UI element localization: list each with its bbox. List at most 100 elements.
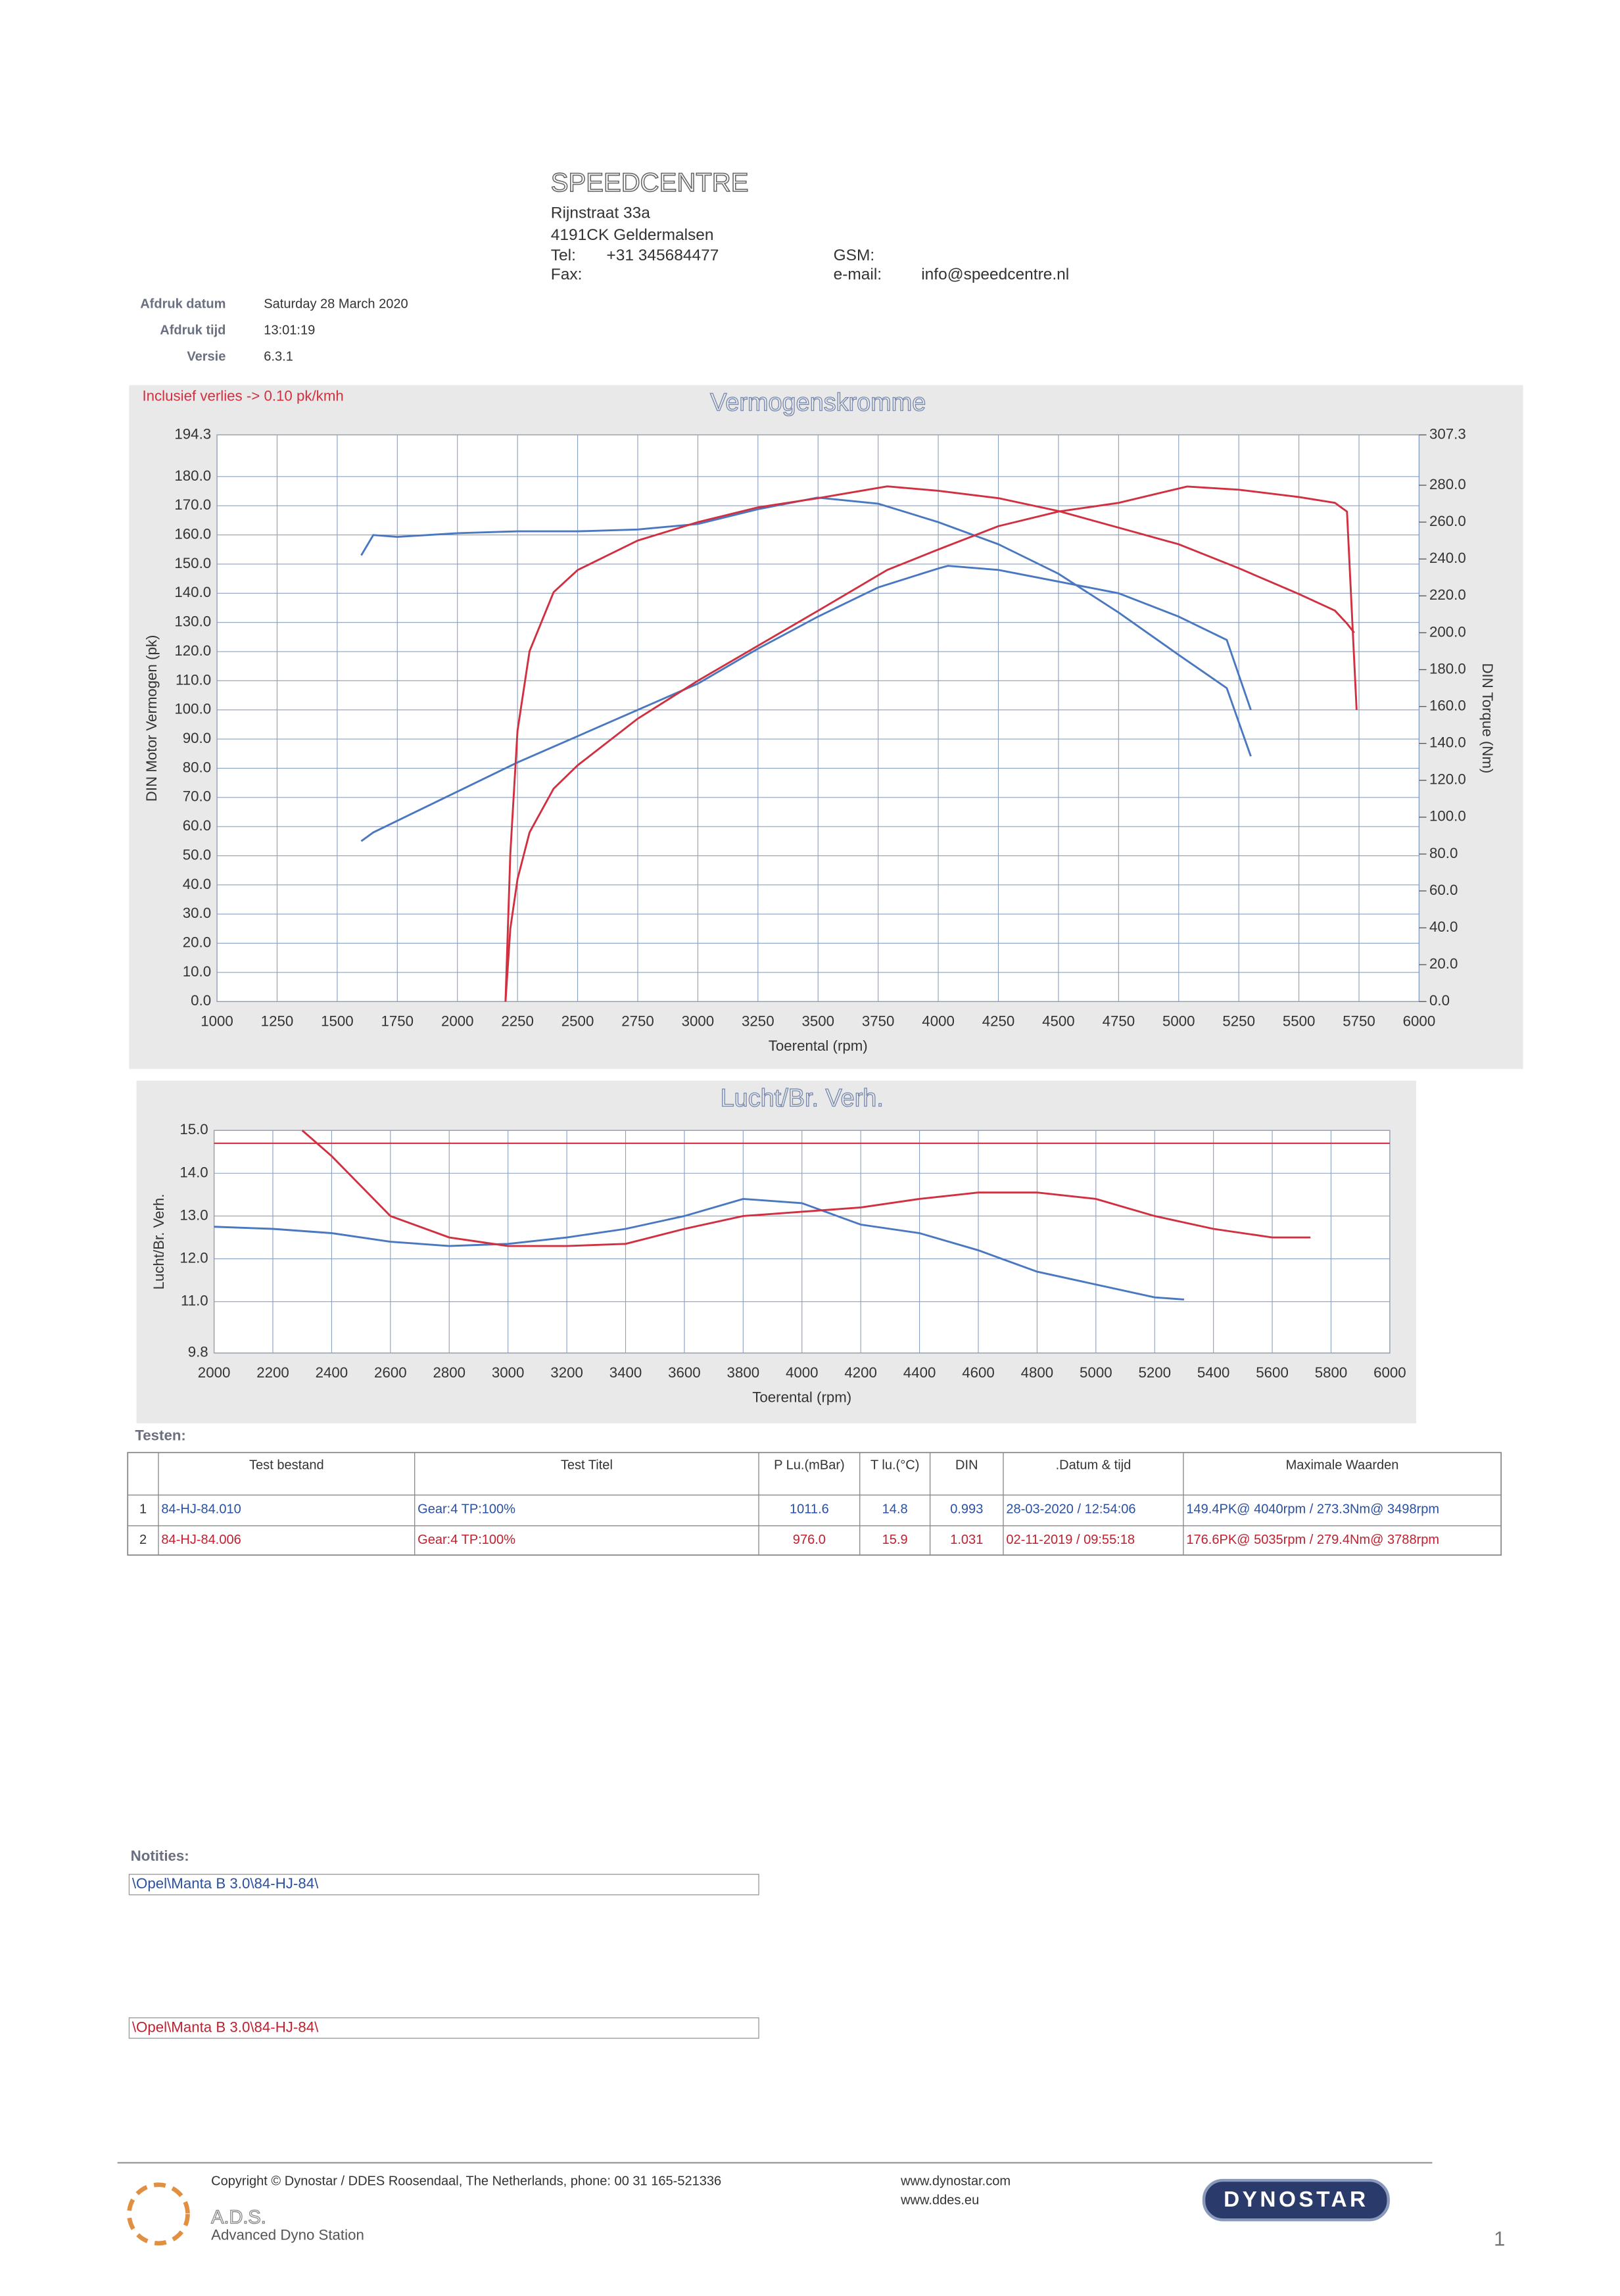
link: www.ddes.eu [900, 2193, 979, 2208]
y-tick-label: 110.0 [176, 671, 211, 688]
table-cell: 84-HJ-84.010 [161, 1502, 241, 1516]
y-tick-label: 100.0 [174, 701, 211, 717]
y-tick-label: 80.0 [183, 759, 211, 775]
email-label: e-mail: [834, 266, 882, 283]
x-tick-label: 1500 [321, 1013, 354, 1029]
y-tick-label: 15.0 [179, 1121, 208, 1137]
note: \Opel\Manta B 3.0\84-HJ-84\ [132, 2019, 319, 2035]
table-cell: Gear:4 TP:100% [417, 1502, 515, 1516]
x-tick-label: 6000 [1403, 1013, 1436, 1029]
x-axis-label: Toerental (rpm) [752, 1389, 851, 1406]
x-tick-label: 5250 [1222, 1013, 1255, 1029]
series-line [504, 485, 1358, 1002]
tel: +31 345684477 [606, 247, 719, 264]
x-tick-label: 3000 [682, 1013, 715, 1029]
table-cell: 28-03-2020 / 12:54:06 [1006, 1502, 1135, 1516]
note: \Opel\Manta B 3.0\84-HJ-84\ [132, 1875, 319, 1892]
x-tick-label: 2000 [441, 1013, 474, 1029]
table-cell: 14.8 [882, 1502, 908, 1516]
y-tick-label: 13.0 [179, 1207, 208, 1223]
x-tick-label: 4000 [786, 1364, 819, 1381]
x-axis-label: Toerental (rpm) [769, 1038, 868, 1054]
page-number: 1 [1494, 2228, 1505, 2251]
y2-tick-label: 140.0 [1429, 734, 1466, 751]
x-tick-label: 5200 [1138, 1364, 1171, 1381]
y2-tick-label: 60.0 [1429, 882, 1458, 898]
y-tick-label: 40.0 [183, 876, 211, 892]
y-tick-label: 11.0 [181, 1293, 208, 1309]
note-box [128, 1873, 759, 1896]
x-tick-label: 4750 [1103, 1013, 1135, 1029]
y2-tick-label: 180.0 [1429, 660, 1466, 677]
y2-tick-label: 100.0 [1429, 808, 1466, 825]
y-tick-label: 170.0 [174, 496, 211, 513]
series-line [360, 565, 1252, 842]
tel-label: Tel: [551, 247, 576, 264]
y-tick-label: 160.0 [174, 525, 211, 542]
y-axis-label: Lucht/Br. Verh. [151, 1193, 167, 1289]
annotation: Inclusief verlies -> 0.10 pk/kmh [142, 387, 343, 404]
table-cell: 976.0 [793, 1533, 826, 1547]
x-tick-label: 1000 [201, 1013, 233, 1029]
x-tick-label: 5500 [1283, 1013, 1316, 1029]
y-tick-label: 9.8 [188, 1344, 208, 1360]
x-tick-label: 3800 [727, 1364, 760, 1381]
x-tick-label: 2800 [433, 1364, 465, 1381]
column-header: T lu.(°C) [870, 1458, 919, 1473]
y-tick-label: 90.0 [183, 730, 211, 746]
note-box [128, 2017, 759, 2039]
chart-title: Lucht/Br. Verh. [721, 1085, 884, 1112]
y-tick-label: 50.0 [183, 846, 211, 863]
x-tick-label: 4200 [844, 1364, 877, 1381]
table-cell: 0.993 [950, 1502, 983, 1516]
y2-tick-label: 40.0 [1429, 919, 1458, 935]
x-tick-label: 4800 [1021, 1364, 1054, 1381]
y-tick-label: 10.0 [183, 963, 211, 980]
x-tick-label: 5000 [1080, 1364, 1112, 1381]
company: SPEEDCENTRE [551, 168, 749, 197]
x-tick-label: 1250 [261, 1013, 294, 1029]
table-cell: Gear:4 TP:100% [417, 1533, 515, 1547]
email: info@speedcentre.nl [921, 266, 1069, 283]
info-value: 6.3.1 [264, 350, 293, 364]
x-tick-label: 3000 [492, 1364, 525, 1381]
table-cell: 15.9 [882, 1533, 908, 1547]
y2-tick-label: 260.0 [1429, 513, 1466, 529]
y2-tick-label: 200.0 [1429, 623, 1466, 640]
y-tick-label: 14.0 [179, 1164, 208, 1180]
brand-sub: Advanced Dyno Station [211, 2227, 364, 2243]
chart-title: Vermogenskromme [710, 389, 926, 417]
column-header: Maximale Waarden [1286, 1458, 1399, 1473]
fax-label: Fax: [551, 266, 583, 283]
y-tick-label: 130.0 [174, 613, 211, 630]
column-header: Test bestand [249, 1458, 324, 1473]
info-label: Afdruk tijd [160, 323, 226, 338]
y-tick-label: 194.3 [174, 425, 211, 442]
x-tick-label: 3600 [668, 1364, 701, 1381]
x-tick-label: 2200 [256, 1364, 289, 1381]
x-tick-label: 1750 [381, 1013, 414, 1029]
y-axis-label: DIN Motor Vermogen (pk) [143, 635, 160, 802]
column-header: DIN [955, 1458, 978, 1473]
x-tick-label: 4000 [922, 1013, 955, 1029]
y-tick-label: 150.0 [174, 555, 211, 571]
y2-tick-label: 240.0 [1429, 550, 1466, 566]
info-value: Saturday 28 March 2020 [264, 297, 408, 312]
table-cell: 2 [139, 1533, 147, 1547]
x-tick-label: 3400 [609, 1364, 642, 1381]
info-label: Versie [187, 350, 226, 364]
x-tick-label: 3500 [801, 1013, 834, 1029]
column-header: Test Titel [561, 1458, 613, 1473]
y2-tick-label: 80.0 [1429, 845, 1458, 861]
y2-tick-label: 0.0 [1429, 992, 1450, 1009]
address: 4191CK Geldermalsen [551, 226, 714, 244]
table-title: Testen: [135, 1427, 186, 1444]
y-tick-label: 0.0 [191, 992, 211, 1009]
x-tick-label: 3750 [862, 1013, 895, 1029]
x-tick-label: 2750 [621, 1013, 654, 1029]
column-header: P Lu.(mBar) [774, 1458, 845, 1473]
table-cell: 02-11-2019 / 09:55:18 [1006, 1533, 1135, 1547]
x-tick-label: 6000 [1373, 1364, 1406, 1381]
y-tick-label: 60.0 [183, 817, 211, 834]
